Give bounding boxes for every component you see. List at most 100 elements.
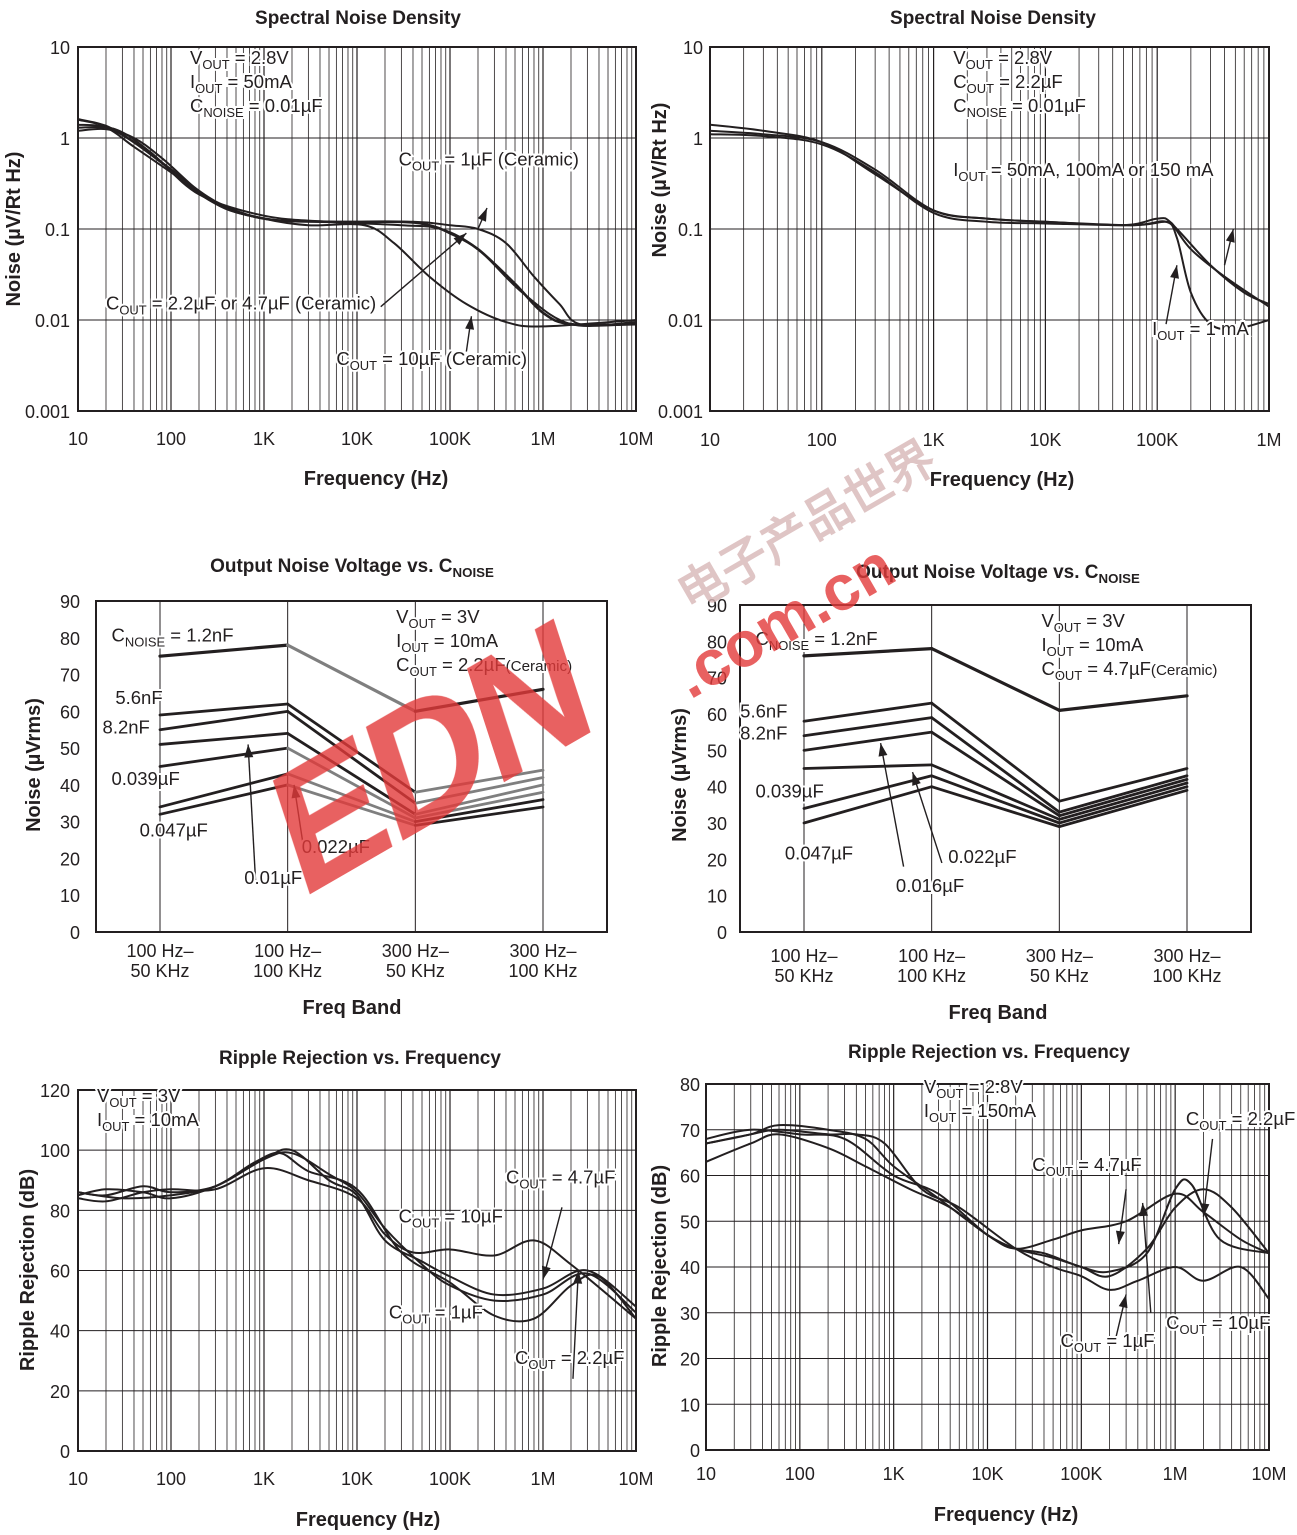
chart-title: Spectral Noise Density	[890, 8, 1096, 29]
y-tick-label: 20	[50, 1382, 70, 1402]
y-tick-label: 80	[680, 1075, 700, 1095]
annotation-text-rest: = 1µF	[430, 1302, 483, 1323]
annotation-text-rest: = 4.7µF	[1082, 658, 1151, 679]
annotation-text-rest: = 4.7µF	[1073, 1154, 1142, 1175]
annotation-text: COUT = 2.2µF	[515, 1347, 624, 1372]
series-line-segment	[158, 702, 290, 717]
annotation-text-rest: = 2.2µF	[1227, 1108, 1296, 1129]
annotation-text: COUT = 4.7µF(Ceramic)	[1041, 658, 1217, 683]
series-line-segment	[1057, 774, 1189, 814]
annotation-text-rest: = 10mA	[1074, 634, 1144, 655]
annotation-text-sub: OUT	[350, 358, 377, 373]
annotation-text-main: C	[190, 95, 203, 116]
plot-frame	[705, 1083, 1270, 1451]
x-tick-label: 1K	[923, 430, 945, 450]
annotation-text-main: C	[1166, 1312, 1179, 1333]
annotation-text-sub: OUT	[966, 57, 993, 72]
annotation-text-main: V	[97, 1085, 110, 1106]
series-line-segment	[158, 643, 290, 658]
series-line-segment	[286, 643, 417, 713]
annotation-text-rest: = 1 mA	[1185, 318, 1250, 339]
y-tick-label: 0.01	[668, 311, 703, 331]
y-tick-label: 0.01	[35, 311, 70, 331]
y-tick-label: 100	[40, 1141, 70, 1161]
annotation-text: CNOISE = 0.01µF	[190, 95, 323, 120]
series-line-segment	[802, 730, 934, 752]
annotation-text-rest: = 0.01µF	[1007, 95, 1086, 116]
annotation-text: 0.047µF	[140, 819, 208, 840]
annotation-text: COUT = 2.2µF	[953, 71, 1062, 96]
grid	[78, 1089, 636, 1452]
annotation-text-rest: = 150mA	[956, 1100, 1036, 1121]
x-category-label: 50 KHz	[774, 966, 833, 986]
annotation-text-main: C	[515, 1347, 528, 1368]
series-line-segment	[930, 774, 1061, 825]
y-tick-label: 1	[693, 129, 703, 149]
y-tick-label: 1	[60, 129, 70, 149]
annotation-text: COUT = 2.2µF or 4.7µF (Ceramic)	[106, 293, 376, 318]
annotation-text: VOUT = 3V	[396, 606, 480, 631]
x-axis-label: Freq Band	[303, 997, 402, 1019]
x-category-label: 100 KHz	[508, 961, 577, 981]
grid	[710, 47, 1269, 411]
y-tick-label: 60	[680, 1167, 700, 1187]
annotation-text-sub: NOISE	[769, 638, 810, 653]
annotation-text-sub: OUT	[519, 1176, 546, 1191]
x-category-label: 300 Hz–	[1026, 946, 1093, 966]
series-line-segment	[802, 646, 934, 658]
series-line-segment	[286, 772, 417, 824]
annotation-text-main: C	[1186, 1108, 1199, 1129]
x-tick-label: 1M	[530, 1469, 555, 1489]
annotation-text-sub: OUT	[1199, 1118, 1226, 1133]
chart-title: Ripple Rejection vs. Frequency	[219, 1048, 501, 1069]
grid	[78, 47, 636, 411]
annotation-text: 0.022µF	[302, 836, 370, 857]
annotation-text: 5.6nF	[115, 687, 162, 708]
annotation-text-main: V	[953, 47, 966, 68]
annotation-text-rest: = 2.8V	[993, 47, 1053, 68]
annotation-text-main: C	[111, 624, 124, 645]
annotation-text-sub: NOISE	[967, 105, 1008, 120]
plot-frame	[77, 46, 637, 412]
annotation-text-rest: 5.6nF	[115, 687, 162, 708]
annotation-text-main: V	[924, 1076, 937, 1097]
annotation-text: COUT = 1µF	[389, 1302, 483, 1327]
grid	[706, 1083, 1269, 1451]
y-tick-label: 60	[60, 702, 80, 722]
annotation-text-main: C	[506, 1166, 519, 1187]
y-tick-label: 0.001	[25, 402, 70, 422]
annotation-arrow-head	[541, 1265, 551, 1280]
annotation-text-rest: = 2.8V	[230, 47, 290, 68]
series-line-segment	[1057, 767, 1189, 803]
annotation-text-rest: = 10µF	[439, 1205, 503, 1226]
series-line-segment	[413, 798, 545, 824]
annotation-text-rest: 0.01µF	[244, 867, 302, 888]
annotation-text-rest: = 50mA, 100mA or 150 mA	[986, 159, 1214, 180]
annotation-arrow-shaft	[1202, 1138, 1214, 1217]
annotation-text-rest: = 3V	[436, 606, 480, 627]
annotation-text-main: C	[106, 293, 119, 314]
annotation-text-rest: 0.022µF	[302, 836, 370, 857]
annotation-text-small: (Ceramic)	[506, 658, 573, 675]
annotation-text-sub: OUT	[1055, 668, 1082, 683]
x-tick-label: 10M	[618, 429, 653, 449]
annotation-text-sub: OUT	[1179, 1322, 1206, 1337]
y-axis-label: Noise (µV/Rt Hz)	[3, 152, 25, 307]
y-tick-label: 10	[60, 886, 80, 906]
annotation-text: VOUT = 2.8V	[924, 1076, 1023, 1101]
annotation-arrow-head	[878, 743, 888, 757]
annotation-text-sub: OUT	[967, 81, 994, 96]
chart-title: Ripple Rejection vs. Frequency	[848, 1042, 1130, 1063]
series-line-segment	[413, 783, 545, 816]
x-category-label: 100 Hz–	[254, 941, 321, 961]
annotation-arrow-head	[1118, 1294, 1128, 1309]
annotation-text-sub: OUT	[409, 616, 436, 631]
y-tick-label: 0.001	[658, 402, 703, 422]
x-tick-label: 100	[156, 1469, 186, 1489]
series-line-segment	[930, 701, 1061, 803]
annotation-text-sub: NOISE	[203, 105, 244, 120]
x-tick-label: 10K	[971, 1464, 1003, 1484]
annotation-text-rest: = 3V	[1081, 610, 1125, 631]
series-line-segment	[413, 687, 545, 713]
